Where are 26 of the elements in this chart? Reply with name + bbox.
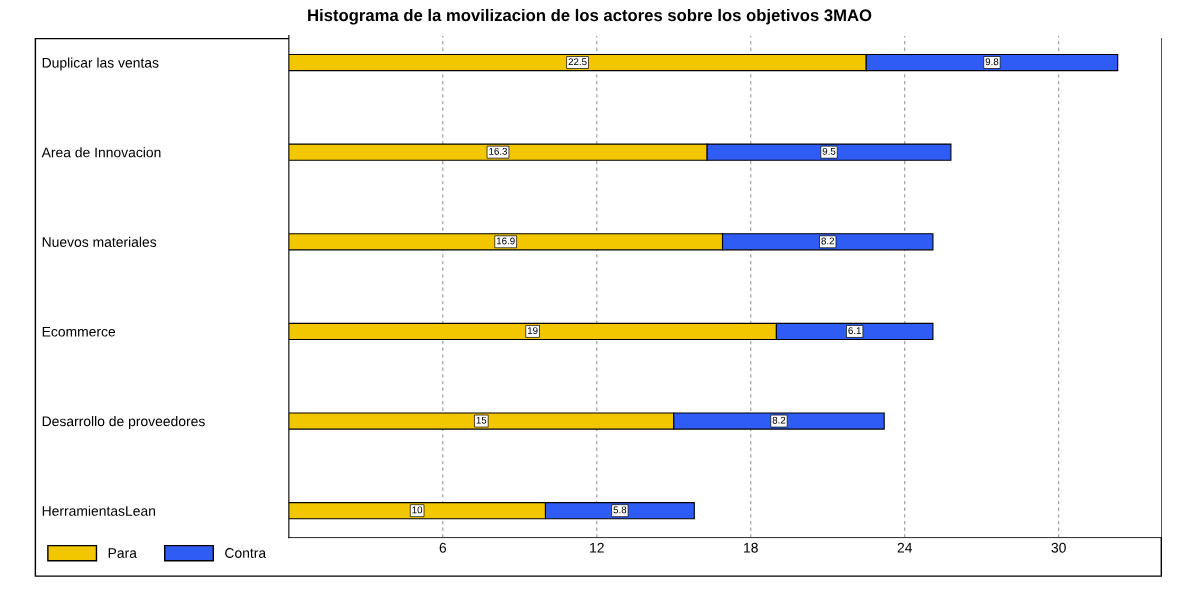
data-label: 9.5 xyxy=(822,147,836,155)
y-tick-label: Duplicar las ventas xyxy=(42,57,159,71)
legend-label: Contra xyxy=(225,548,267,558)
data-label: 5.8 xyxy=(613,506,627,514)
chart-title: Histograma de la movilizacion de los actores sobre los objetivos 3MAO xyxy=(308,8,872,25)
data-label: 16.3 xyxy=(489,147,508,155)
data-label: 8.2 xyxy=(821,237,834,245)
y-tick-label: HerramientasLean xyxy=(42,505,155,516)
y-tick-label: Desarrollo de proveedores xyxy=(42,416,205,429)
legend-label: Para xyxy=(108,548,137,558)
y-tick-label: Ecommerce xyxy=(42,326,116,337)
x-tick-label: 6 xyxy=(439,542,447,553)
data-label: 19 xyxy=(527,327,538,335)
data-label: 10 xyxy=(412,506,423,514)
y-tick-label: Area de Innovacion xyxy=(41,147,161,158)
x-tick-label: 12 xyxy=(590,542,604,553)
data-label: 6.1 xyxy=(848,327,861,335)
x-tick-label: 24 xyxy=(897,542,913,553)
data-label: 9.8 xyxy=(985,58,999,66)
x-tick-label: 30 xyxy=(1051,542,1066,553)
data-label: 15 xyxy=(476,416,487,424)
x-tick-label: 18 xyxy=(744,542,758,553)
y-tick-label: Nuevos materiales xyxy=(42,236,157,247)
data-label: 8.2 xyxy=(772,416,786,424)
data-label: 22.5 xyxy=(568,58,587,66)
data-label: 16.9 xyxy=(496,237,515,245)
